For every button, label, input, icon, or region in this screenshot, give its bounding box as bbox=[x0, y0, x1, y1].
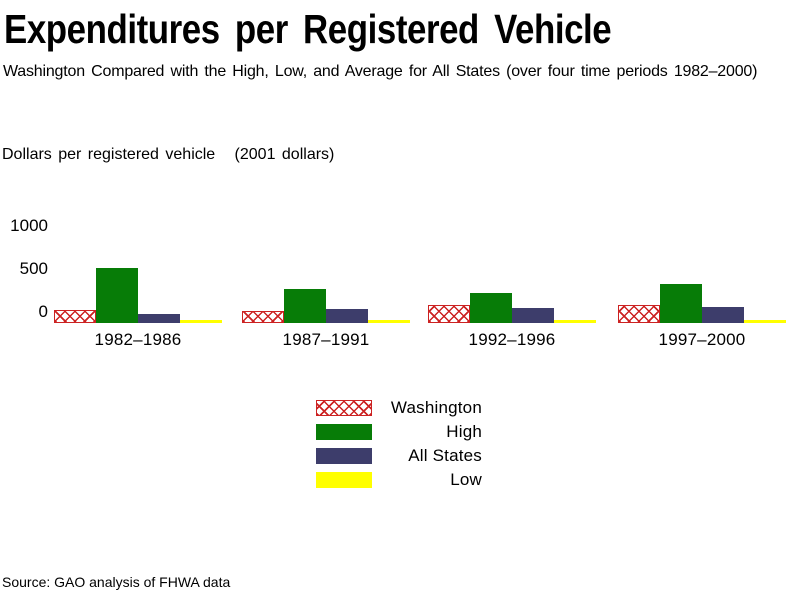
legend-swatch-high bbox=[316, 424, 372, 440]
bar-group-1 bbox=[54, 0, 222, 323]
bar-low bbox=[180, 320, 222, 323]
source-text: Source: GAO analysis of FHWA data bbox=[2, 574, 231, 590]
bar-low bbox=[368, 320, 410, 323]
x-axis-label-2: 1987–1991 bbox=[282, 330, 370, 349]
bar-high bbox=[660, 283, 702, 323]
legend-row-high: High bbox=[316, 420, 482, 444]
bar-washington bbox=[242, 310, 284, 323]
x-axis-label-3: 1992–1996 bbox=[468, 330, 556, 349]
legend-swatch-washington bbox=[316, 400, 372, 416]
bar-group-4 bbox=[618, 0, 786, 323]
bar-low bbox=[744, 320, 786, 323]
bar-high bbox=[284, 289, 326, 323]
legend-label-all-states: All States bbox=[408, 446, 482, 465]
x-axis-label-1: 1982–1986 bbox=[94, 330, 182, 349]
legend-swatch-all-states bbox=[316, 448, 372, 464]
x-axis-label-4: 1997–2000 bbox=[658, 330, 746, 349]
bar-all_states bbox=[326, 308, 368, 323]
bar-group-2 bbox=[242, 0, 410, 323]
legend-label-low: Low bbox=[450, 470, 482, 489]
y-tick-label-500: 500 bbox=[19, 259, 48, 278]
legend-row-washington: Washington bbox=[316, 396, 482, 420]
bar-all_states bbox=[138, 314, 180, 323]
bar-washington bbox=[428, 305, 470, 323]
bar-high bbox=[96, 268, 138, 323]
legend-label-washington: Washington bbox=[390, 398, 482, 417]
bar-group-3 bbox=[428, 0, 596, 323]
legend-swatch-low bbox=[316, 472, 372, 488]
legend-row-all-states: All States bbox=[316, 444, 482, 468]
legend-label-high: High bbox=[446, 422, 482, 441]
y-tick-label-1000: 1000 bbox=[10, 216, 48, 235]
y-axis-title: Dollars per registered vehicle (2001 dol… bbox=[2, 146, 335, 163]
bar-washington bbox=[618, 305, 660, 323]
chart-title: Expenditures per Registered Vehicle bbox=[4, 6, 612, 52]
chart-subtitle: Washington Compared with the High, Low, … bbox=[3, 63, 758, 80]
bar-all_states bbox=[702, 307, 744, 323]
legend: Washington High All States Low bbox=[316, 396, 482, 492]
legend-row-low: Low bbox=[316, 468, 482, 492]
bar-low bbox=[554, 320, 596, 323]
bar-all_states bbox=[512, 308, 554, 323]
bar-washington bbox=[54, 309, 96, 323]
y-tick-label-0: 0 bbox=[38, 302, 48, 321]
bar-high bbox=[470, 292, 512, 323]
